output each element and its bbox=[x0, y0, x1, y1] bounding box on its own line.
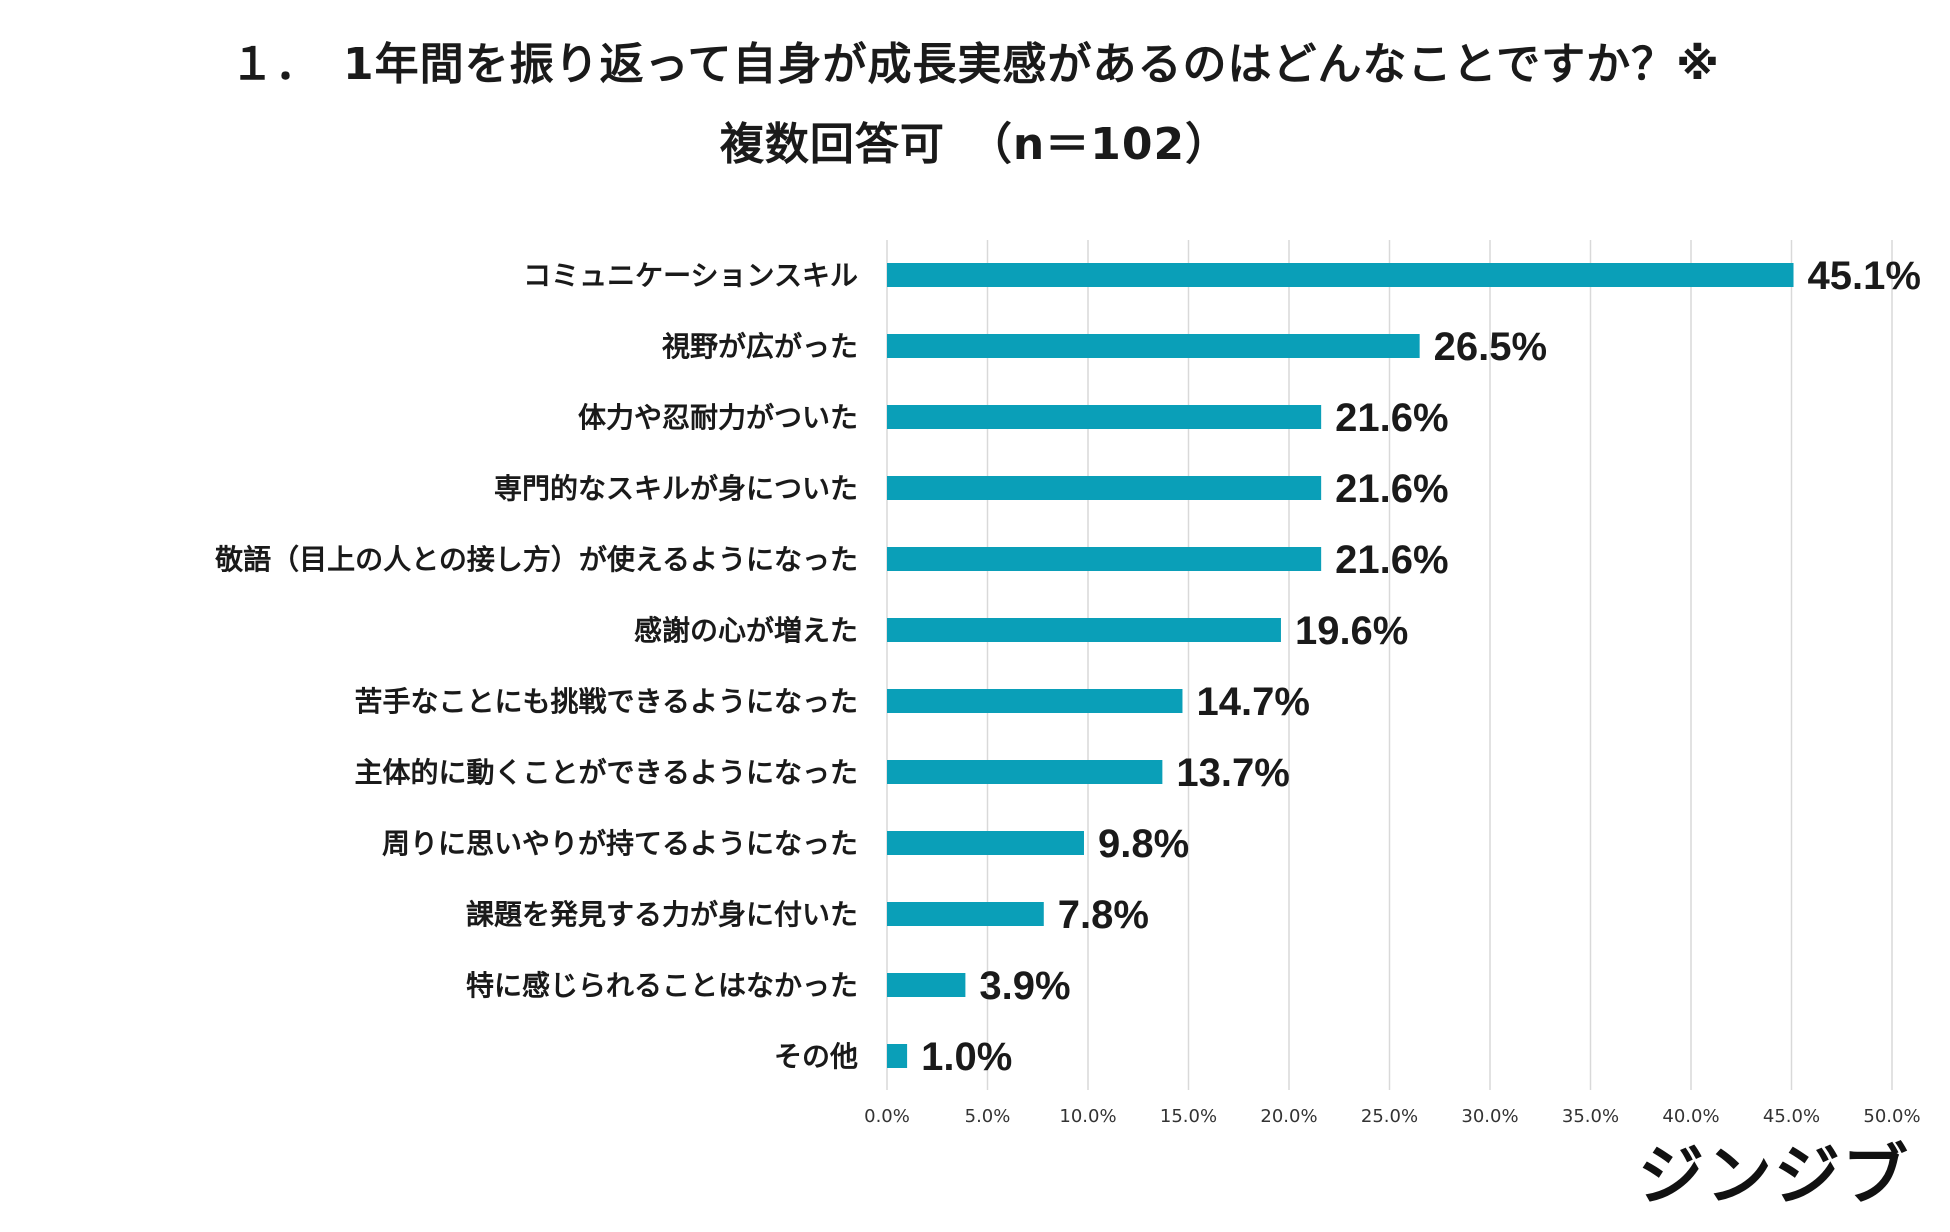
x-tick-label: 30.0% bbox=[1461, 1106, 1518, 1127]
bar bbox=[887, 902, 1044, 926]
category-label: 周りに思いやりが持てるようになった bbox=[382, 827, 858, 860]
bar bbox=[887, 405, 1322, 429]
value-label: 26.5% bbox=[1434, 325, 1547, 369]
x-tick-label: 35.0% bbox=[1562, 1106, 1619, 1127]
category-label: 主体的に動くことができるようになった bbox=[355, 756, 858, 789]
bar bbox=[887, 760, 1163, 784]
x-tick-label: 0.0% bbox=[864, 1106, 910, 1127]
bar bbox=[887, 689, 1183, 713]
bar bbox=[887, 263, 1794, 287]
value-labels: 45.1% 26.5% 21.6% 21.6% 21.6% 19.6% 14.7% 13.7%… bbox=[921, 254, 1921, 1079]
chart-title-line-2: 複数回答可 （n＝102） bbox=[719, 119, 1231, 170]
value-label: 13.7% bbox=[1176, 751, 1289, 795]
value-label: 1.0% bbox=[921, 1035, 1012, 1079]
category-label: コミュニケーションスキル bbox=[523, 259, 858, 292]
x-tick-label: 10.0% bbox=[1059, 1106, 1116, 1127]
category-labels: コミュニケーションスキル視野が広がった体力や忍耐力がついた専門的なスキルが身につ… bbox=[214, 259, 858, 1073]
x-tick-label: 25.0% bbox=[1361, 1106, 1418, 1127]
bar bbox=[887, 831, 1084, 855]
value-label: 14.7% bbox=[1196, 680, 1309, 724]
value-label: 21.6% bbox=[1335, 538, 1448, 582]
bar bbox=[887, 334, 1420, 358]
x-tick-label: 45.0% bbox=[1763, 1106, 1820, 1127]
value-label: 3.9% bbox=[979, 964, 1070, 1008]
category-label: 課題を発見する力が身に付いた bbox=[466, 898, 858, 931]
bar bbox=[887, 1044, 908, 1068]
value-label: 21.6% bbox=[1335, 467, 1448, 511]
category-label: 敬語（目上の人との接し方）が使えるようになった bbox=[214, 543, 858, 576]
bars bbox=[887, 263, 1794, 1068]
x-axis-tick-labels: 0.0% 5.0% 10.0% 15.0% 20.0% 25.0% 30.0% 35.0% 40… bbox=[864, 1106, 1920, 1127]
value-label: 9.8% bbox=[1098, 822, 1189, 866]
category-label: その他 bbox=[774, 1040, 858, 1073]
category-label: 特に感じられることはなかった bbox=[466, 969, 858, 1002]
value-label: 21.6% bbox=[1335, 396, 1448, 440]
x-tick-label: 5.0% bbox=[965, 1106, 1011, 1127]
category-label: 視野が広がった bbox=[662, 330, 858, 363]
bar bbox=[887, 973, 966, 997]
chart-title-line-1: １． 1年間を振り返って自身が成長実感があるのはどんなことですか？※ bbox=[230, 39, 1720, 90]
bar bbox=[887, 618, 1281, 642]
value-label: 45.1% bbox=[1808, 254, 1921, 298]
x-tick-label: 50.0% bbox=[1863, 1106, 1920, 1127]
category-label: 専門的なスキルが身についた bbox=[494, 472, 858, 505]
value-label: 7.8% bbox=[1058, 893, 1149, 937]
gridlines bbox=[886, 240, 1893, 1090]
brand-logo: ジンジブ bbox=[1638, 1137, 1910, 1214]
x-tick-label: 15.0% bbox=[1160, 1106, 1217, 1127]
category-label: 感謝の心が増えた bbox=[634, 614, 858, 647]
x-tick-label: 20.0% bbox=[1260, 1106, 1317, 1127]
category-label: 苦手なことにも挑戦できるようになった bbox=[355, 685, 858, 718]
x-tick-label: 40.0% bbox=[1662, 1106, 1719, 1127]
value-label: 19.6% bbox=[1295, 609, 1408, 653]
bar bbox=[887, 547, 1322, 571]
category-label: 体力や忍耐力がついた bbox=[578, 401, 858, 434]
bar bbox=[887, 476, 1322, 500]
